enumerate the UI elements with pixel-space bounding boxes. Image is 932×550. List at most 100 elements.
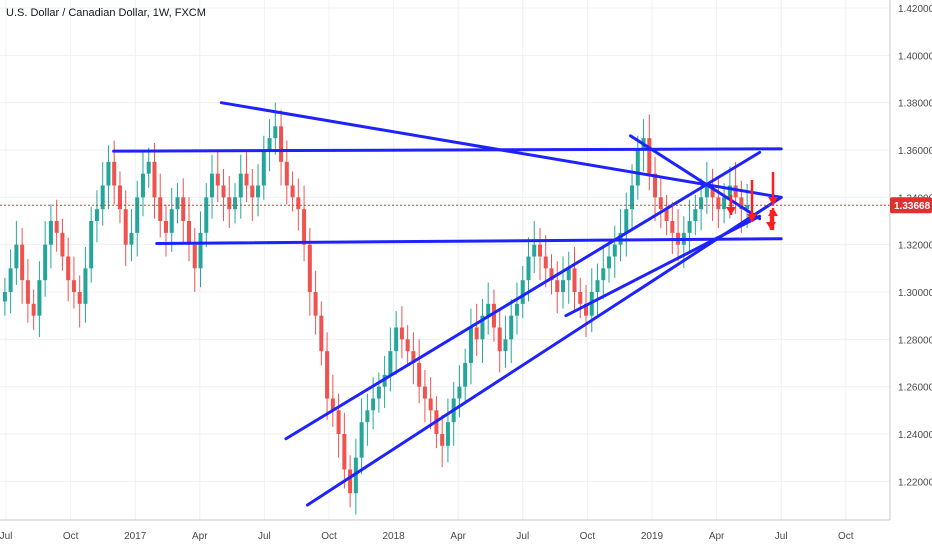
candle-body — [509, 315, 514, 340]
current-price-badge: 1.33668 — [890, 197, 932, 214]
candle-body — [399, 327, 404, 340]
candle-body — [256, 185, 261, 198]
candle-body — [653, 173, 658, 198]
candle-body — [210, 173, 215, 198]
candle-body — [693, 209, 698, 221]
candle-body — [601, 268, 606, 281]
candle-body — [710, 185, 715, 198]
candle-body — [532, 244, 537, 257]
candle-body — [417, 363, 422, 387]
chart-title: U.S. Dollar / Canadian Dollar, 1W, FXCM — [6, 7, 206, 19]
candle-body — [54, 221, 59, 233]
time-tick-label: Oct — [321, 531, 337, 542]
candle-body — [77, 292, 82, 304]
time-tick-label: Jul — [516, 531, 529, 542]
candle-body — [560, 280, 566, 292]
candle-body — [664, 209, 669, 221]
time-tick-label: Jul — [258, 531, 271, 542]
trendline[interactable] — [219, 101, 783, 199]
candle-body — [198, 232, 203, 269]
price-axis[interactable]: 1.22000 1.24000 1.26000 1.28000 1.30000 1.320… — [898, 4, 932, 488]
candle-body — [584, 303, 589, 316]
candle-body — [215, 173, 220, 186]
trendline[interactable] — [112, 147, 783, 153]
candle-body — [250, 185, 255, 198]
candle-body — [359, 422, 364, 458]
candle-body — [497, 327, 502, 352]
candle-body — [221, 185, 226, 198]
candle-body — [566, 268, 571, 281]
candle-body — [267, 138, 272, 150]
candle-body — [353, 457, 358, 494]
time-tick-label: Oct — [580, 531, 596, 542]
candle-body — [727, 185, 732, 198]
trendline[interactable] — [305, 195, 783, 507]
candle-body — [175, 197, 180, 210]
candle-body — [595, 280, 600, 292]
candle-body — [163, 221, 168, 233]
candle-body — [733, 185, 738, 198]
candle-body — [394, 327, 399, 352]
candle-body — [526, 256, 531, 281]
forecast-arrows — [726, 172, 778, 230]
candle-body — [25, 280, 30, 304]
candle-body — [514, 303, 519, 316]
candle-body — [186, 221, 192, 245]
candle-body — [624, 209, 629, 233]
trendline[interactable] — [564, 214, 762, 318]
candle-body — [146, 161, 151, 174]
candle-body — [60, 232, 65, 257]
candle-body — [348, 469, 353, 494]
candle-body — [491, 303, 496, 328]
candle-body — [336, 410, 341, 434]
trendlines — [112, 101, 783, 507]
candles — [2, 102, 750, 515]
candle-body — [687, 221, 692, 233]
candle-body — [8, 268, 13, 292]
candle-body — [204, 197, 209, 233]
candle-body — [313, 292, 318, 316]
candle-body — [342, 434, 347, 470]
candle-body — [555, 280, 560, 292]
candle-body — [745, 205, 750, 210]
candle-body — [520, 280, 525, 304]
candle-body — [607, 256, 612, 269]
candle-body — [192, 244, 197, 269]
trendline[interactable] — [284, 150, 762, 441]
candle-body — [83, 268, 88, 304]
candle-body — [37, 280, 42, 316]
candle-body — [307, 244, 312, 292]
trendline[interactable] — [628, 134, 762, 221]
forecast-arrowhead — [726, 207, 736, 215]
candle-body — [405, 339, 410, 352]
candle-body — [635, 150, 640, 186]
time-axis[interactable]: Jul Oct 2017 Apr Jul Oct 2018 Apr Jul Oct 2019 Apr J… — [0, 531, 854, 542]
candle-body — [244, 173, 249, 186]
candle-body — [261, 150, 266, 186]
time-tick-label: Apr — [192, 531, 208, 542]
candle-body — [238, 173, 243, 198]
grid — [0, 0, 890, 520]
candle-body — [296, 197, 301, 210]
candle-body — [463, 363, 468, 387]
candle-body — [279, 126, 284, 162]
candle-body — [66, 256, 71, 281]
candle-body — [48, 221, 53, 245]
candle-body — [71, 280, 76, 292]
trendline[interactable] — [155, 237, 783, 245]
candle-body — [486, 303, 491, 316]
time-tick-label: Apr — [709, 531, 725, 542]
candle-body — [670, 221, 675, 233]
candle-body — [43, 244, 48, 281]
candle-body — [319, 315, 324, 352]
candle-body — [290, 185, 295, 198]
candle-body — [411, 351, 416, 363]
time-tick-label: Jul — [0, 531, 12, 542]
candle-body — [129, 232, 134, 245]
candle-body — [89, 221, 94, 269]
candle-body — [422, 386, 427, 399]
candle-body — [233, 197, 238, 210]
candle-body — [543, 256, 548, 269]
